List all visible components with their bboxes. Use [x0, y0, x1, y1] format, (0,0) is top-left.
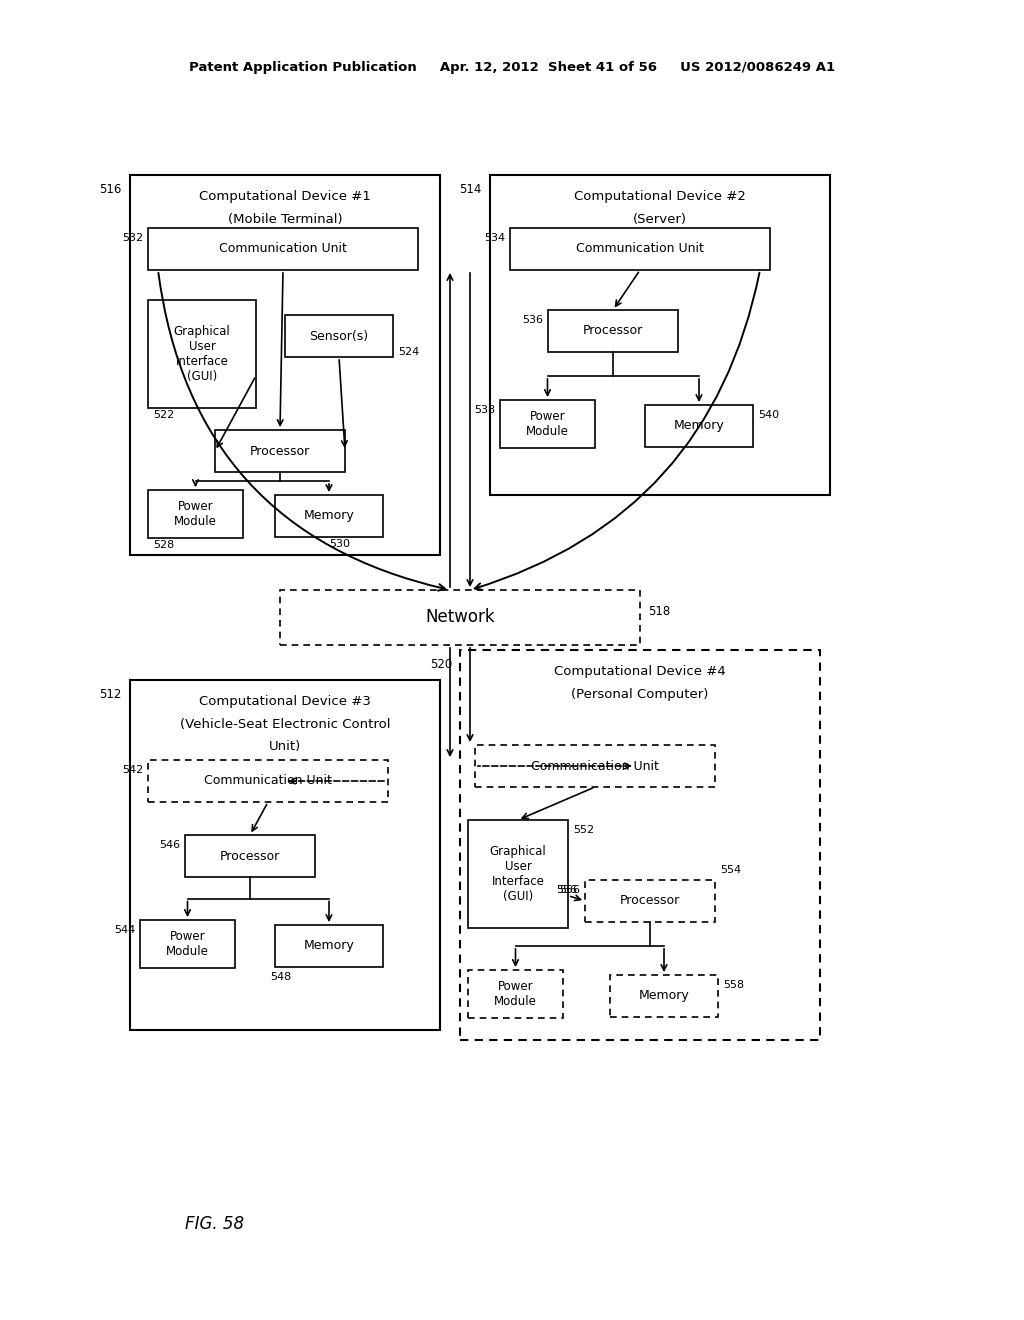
Text: Power
Module: Power Module [174, 500, 217, 528]
Text: Communication Unit: Communication Unit [219, 243, 347, 256]
Text: 528: 528 [153, 540, 174, 550]
Text: 536: 536 [522, 315, 543, 325]
Text: Sensor(s): Sensor(s) [309, 330, 369, 342]
Text: Communication Unit: Communication Unit [577, 243, 703, 256]
Text: 538: 538 [474, 405, 495, 414]
Text: 540: 540 [758, 411, 779, 420]
Text: Memory: Memory [304, 940, 354, 953]
Text: (Personal Computer): (Personal Computer) [571, 688, 709, 701]
Text: Memory: Memory [674, 420, 724, 433]
FancyBboxPatch shape [285, 315, 393, 356]
Text: Power
Module: Power Module [494, 979, 537, 1008]
Text: Communication Unit: Communication Unit [531, 759, 658, 772]
FancyBboxPatch shape [645, 405, 753, 447]
Text: Processor: Processor [220, 850, 281, 862]
Text: 544: 544 [114, 925, 135, 935]
Text: Processor: Processor [250, 445, 310, 458]
Text: Graphical
User
Interface
(GUI): Graphical User Interface (GUI) [489, 845, 547, 903]
Text: 522: 522 [153, 411, 174, 420]
Text: 548: 548 [270, 972, 291, 982]
Text: Power
Module: Power Module [166, 931, 209, 958]
Text: Computational Device #4: Computational Device #4 [554, 665, 726, 678]
Text: (Mobile Terminal): (Mobile Terminal) [227, 213, 342, 226]
FancyBboxPatch shape [275, 495, 383, 537]
FancyBboxPatch shape [130, 680, 440, 1030]
FancyBboxPatch shape [500, 400, 595, 447]
FancyBboxPatch shape [148, 300, 256, 408]
Text: Memory: Memory [304, 510, 354, 523]
Text: 558: 558 [723, 979, 744, 990]
Text: Patent Application Publication     Apr. 12, 2012  Sheet 41 of 56     US 2012/008: Patent Application Publication Apr. 12, … [189, 62, 835, 74]
Text: Computational Device #2: Computational Device #2 [574, 190, 745, 203]
FancyBboxPatch shape [185, 836, 315, 876]
Text: 532: 532 [122, 234, 143, 243]
Text: Graphical
User
Interface
(GUI): Graphical User Interface (GUI) [174, 325, 230, 383]
FancyArrowPatch shape [475, 273, 760, 590]
Text: 554: 554 [720, 865, 741, 875]
Text: 552: 552 [573, 825, 594, 836]
Text: Network: Network [425, 609, 495, 627]
FancyBboxPatch shape [548, 310, 678, 352]
Text: Memory: Memory [639, 990, 689, 1002]
Text: 514: 514 [460, 183, 482, 195]
FancyBboxPatch shape [130, 176, 440, 554]
FancyBboxPatch shape [148, 228, 418, 271]
FancyBboxPatch shape [460, 649, 820, 1040]
FancyBboxPatch shape [510, 228, 770, 271]
FancyBboxPatch shape [140, 920, 234, 968]
FancyBboxPatch shape [468, 820, 568, 928]
Text: (Vehicle-Seat Electronic Control: (Vehicle-Seat Electronic Control [180, 718, 390, 731]
Text: 518: 518 [648, 605, 671, 618]
Text: 520: 520 [430, 657, 452, 671]
Text: 512: 512 [99, 688, 122, 701]
FancyBboxPatch shape [610, 975, 718, 1016]
Text: Computational Device #3: Computational Device #3 [199, 696, 371, 708]
Text: 556: 556 [559, 884, 580, 895]
Text: 524: 524 [398, 347, 419, 356]
FancyBboxPatch shape [475, 744, 715, 787]
Text: 546: 546 [159, 840, 180, 850]
FancyBboxPatch shape [148, 760, 388, 803]
Text: Processor: Processor [583, 325, 643, 338]
FancyBboxPatch shape [280, 590, 640, 645]
FancyBboxPatch shape [215, 430, 345, 473]
Text: (Server): (Server) [633, 213, 687, 226]
Text: Power
Module: Power Module [526, 411, 569, 438]
FancyBboxPatch shape [468, 970, 563, 1018]
Text: FIG. 58: FIG. 58 [185, 1214, 245, 1233]
Text: 516: 516 [99, 183, 122, 195]
FancyBboxPatch shape [275, 925, 383, 968]
Text: 542: 542 [122, 766, 143, 775]
FancyArrowPatch shape [159, 273, 445, 590]
Text: Unit): Unit) [269, 741, 301, 752]
FancyBboxPatch shape [148, 490, 243, 539]
Text: Communication Unit: Communication Unit [204, 775, 332, 788]
FancyBboxPatch shape [585, 880, 715, 921]
FancyBboxPatch shape [490, 176, 830, 495]
Text: 530: 530 [329, 539, 350, 549]
Text: 556: 556 [556, 884, 577, 895]
Text: 534: 534 [484, 234, 505, 243]
Text: Processor: Processor [620, 895, 680, 908]
Text: Computational Device #1: Computational Device #1 [199, 190, 371, 203]
